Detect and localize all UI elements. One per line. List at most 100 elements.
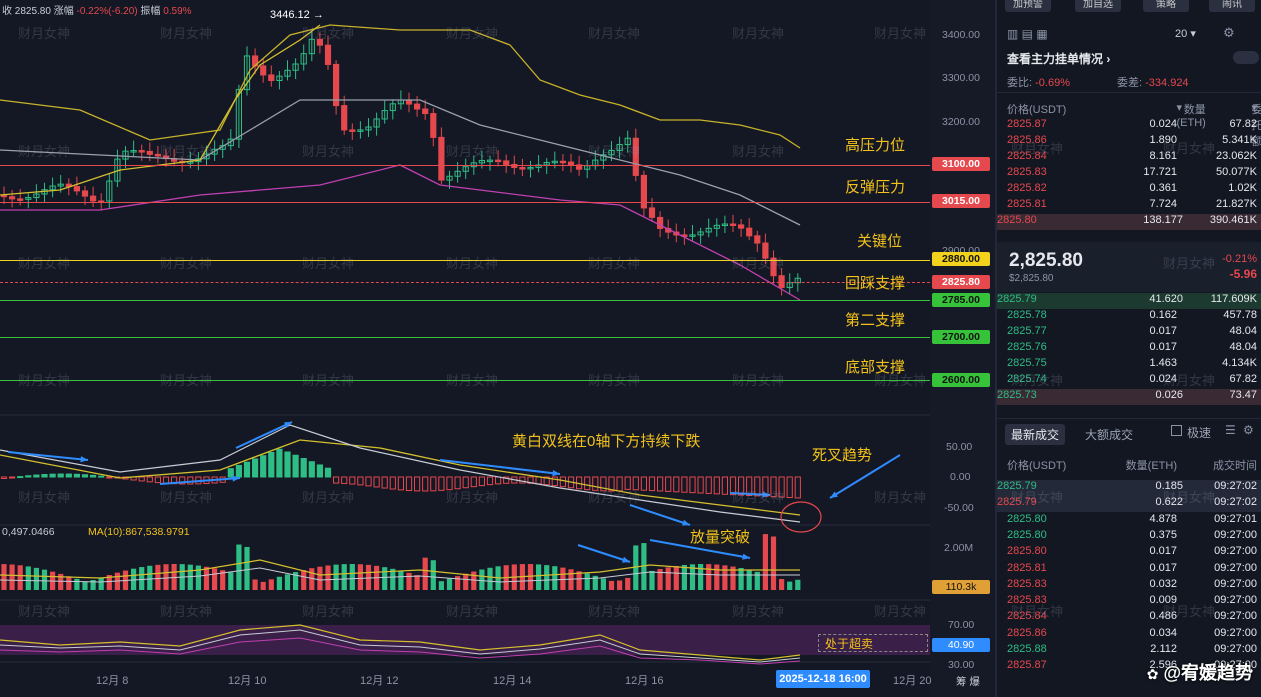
candle-body <box>33 193 40 199</box>
bid-row[interactable]: 2825.78 0.162 457.78 <box>1007 309 1257 325</box>
macd-bar <box>146 476 153 483</box>
ann-death-cross: 死叉趋势 <box>812 447 873 464</box>
arrow-icon <box>577 544 631 563</box>
row-amount: 73.47 <box>1229 389 1257 401</box>
macd-bar <box>657 476 664 492</box>
macd-axis-50: 50.00 <box>946 441 973 453</box>
main-orders-link[interactable]: 查看主力挂单情况 › <box>1007 50 1110 67</box>
volume-bar <box>139 567 145 590</box>
bollinger-upper <box>0 24 801 149</box>
watchlist-button[interactable]: 加自选 <box>1075 0 1121 12</box>
trade-qty: 2.596 <box>1149 659 1177 672</box>
volume-bar <box>552 566 558 590</box>
toggle-switch[interactable] <box>1233 51 1259 64</box>
volume-bar <box>487 567 493 590</box>
volume-bar <box>536 564 542 590</box>
volume-bar <box>795 579 801 590</box>
macd-bar <box>713 476 720 495</box>
ask-row[interactable]: 2825.87 0.024 67.82 <box>1007 118 1257 134</box>
candle-body <box>154 153 162 157</box>
bid-row[interactable]: 2825.76 0.017 48.04 <box>1007 341 1257 357</box>
ask-row[interactable]: 2825.86 1.890 5.341K <box>1007 134 1257 150</box>
list-icon[interactable]: ☰ <box>1225 423 1236 437</box>
candle-body <box>721 223 728 227</box>
ob-header-amount[interactable]: 委托额 ▾ <box>1251 102 1261 148</box>
tag-volume: 110.3k <box>932 580 990 594</box>
ask-row[interactable]: 2825.81 7.724 21.827K <box>1007 198 1257 214</box>
row-price: 2825.74 <box>1007 373 1047 385</box>
row-price: 2825.87 <box>1007 118 1047 130</box>
bid-row[interactable]: 2825.77 0.017 48.04 <box>1007 325 1257 341</box>
candle-body <box>503 160 510 165</box>
candle-body <box>81 190 89 197</box>
trade-row: 2825.86 0.034 09:27:00 <box>1007 627 1257 643</box>
volume-ma2-line <box>0 567 800 583</box>
macd-bar <box>665 476 672 492</box>
macd-bar <box>640 476 647 491</box>
ask-row[interactable]: 2825.82 0.361 1.02K <box>1007 182 1257 198</box>
ob-header-qty[interactable]: 数量 (ETH) ▾ <box>1176 102 1206 129</box>
depth-view-icons[interactable]: ▥ ▤ ▦ <box>1007 27 1048 41</box>
volume-bar <box>301 570 307 590</box>
candle-body <box>535 164 542 168</box>
candle-body <box>316 38 323 46</box>
trade-price: 2825.83 <box>1007 594 1047 607</box>
macd-bar <box>414 476 421 492</box>
trade-time: 09:27:00 <box>1214 610 1257 623</box>
macd-bar <box>470 476 477 488</box>
depth-select[interactable]: 20 ▾ <box>1175 27 1196 40</box>
volume-bar <box>414 575 420 590</box>
macd-bar <box>405 476 413 492</box>
candlestick-chart[interactable] <box>0 0 930 697</box>
trade-price: 2825.86 <box>1007 626 1047 639</box>
alert-button[interactable]: 加预警 <box>1005 0 1051 12</box>
volume-bar <box>390 568 396 590</box>
macd-bar <box>90 474 97 478</box>
chart-area[interactable]: 收 2825.80 涨幅 -0.22%(-6.20) 振幅 0.59% 3446… <box>0 0 995 697</box>
level-line-current <box>0 282 930 283</box>
trade-qty: 0.375 <box>1149 528 1177 541</box>
candle-body <box>624 137 631 146</box>
level-line-3015 <box>0 202 930 203</box>
tab-latest-trades[interactable]: 最新成交 <box>1005 424 1066 445</box>
candle-body <box>543 162 550 166</box>
volume-bar <box>641 543 647 590</box>
candle-body <box>203 153 210 160</box>
news-button[interactable]: 闹讯 <box>1209 0 1255 12</box>
bid-row[interactable]: 2825.73 0.026 73.47 <box>997 389 1261 405</box>
row-price: 2825.80 <box>997 214 1037 226</box>
candles <box>0 31 801 296</box>
arrow-icon <box>235 421 293 449</box>
macd-bar <box>397 476 404 491</box>
ask-row[interactable]: 2825.84 8.161 23.062K <box>1007 150 1257 166</box>
bid-row[interactable]: 2825.74 0.024 67.82 <box>1007 373 1257 389</box>
change-label: 涨幅 <box>53 6 74 17</box>
trade-price: 2825.80 <box>1007 528 1047 541</box>
bid-row[interactable]: 2825.79 41.620 117.609K <box>997 293 1261 309</box>
trade-row: 2825.80 0.375 09:27:00 <box>1007 529 1257 545</box>
candle-body <box>341 105 348 131</box>
amplitude-label: 振幅 <box>140 6 161 17</box>
trade-time: 09:27:02 <box>1214 480 1257 492</box>
macd-bar <box>73 473 81 478</box>
ask-row[interactable]: 2825.80 138.177 390.461K <box>997 214 1261 230</box>
strategy-button[interactable]: 策略 <box>1143 0 1189 12</box>
row-amount: 457.78 <box>1223 309 1257 321</box>
tab-large-trades[interactable]: 大额成交 <box>1085 428 1134 442</box>
settings-icon[interactable]: ⚙ <box>1243 423 1254 437</box>
macd-bar <box>106 476 113 479</box>
bid-row[interactable]: 2825.75 1.463 4.134K <box>1007 357 1257 373</box>
trade-price: 2825.83 <box>1007 577 1047 590</box>
row-price: 2825.82 <box>1007 182 1047 194</box>
vol-ma-label: 0,497.0466 <box>2 526 55 538</box>
volume-bar <box>398 570 404 590</box>
candle-body <box>90 195 97 202</box>
settings-icon[interactable]: ⚙ <box>1223 25 1235 40</box>
row-price: 2825.83 <box>1007 166 1047 178</box>
candle-body <box>559 160 566 164</box>
ask-row[interactable]: 2825.83 17.721 50.077K <box>1007 166 1257 182</box>
trade-row: 2825.83 0.009 09:27:00 <box>1007 594 1257 610</box>
weibi: 委比: -0.69% <box>1007 74 1070 90</box>
speed-checkbox[interactable] <box>1171 425 1182 436</box>
trade-qty: 0.486 <box>1149 610 1177 623</box>
